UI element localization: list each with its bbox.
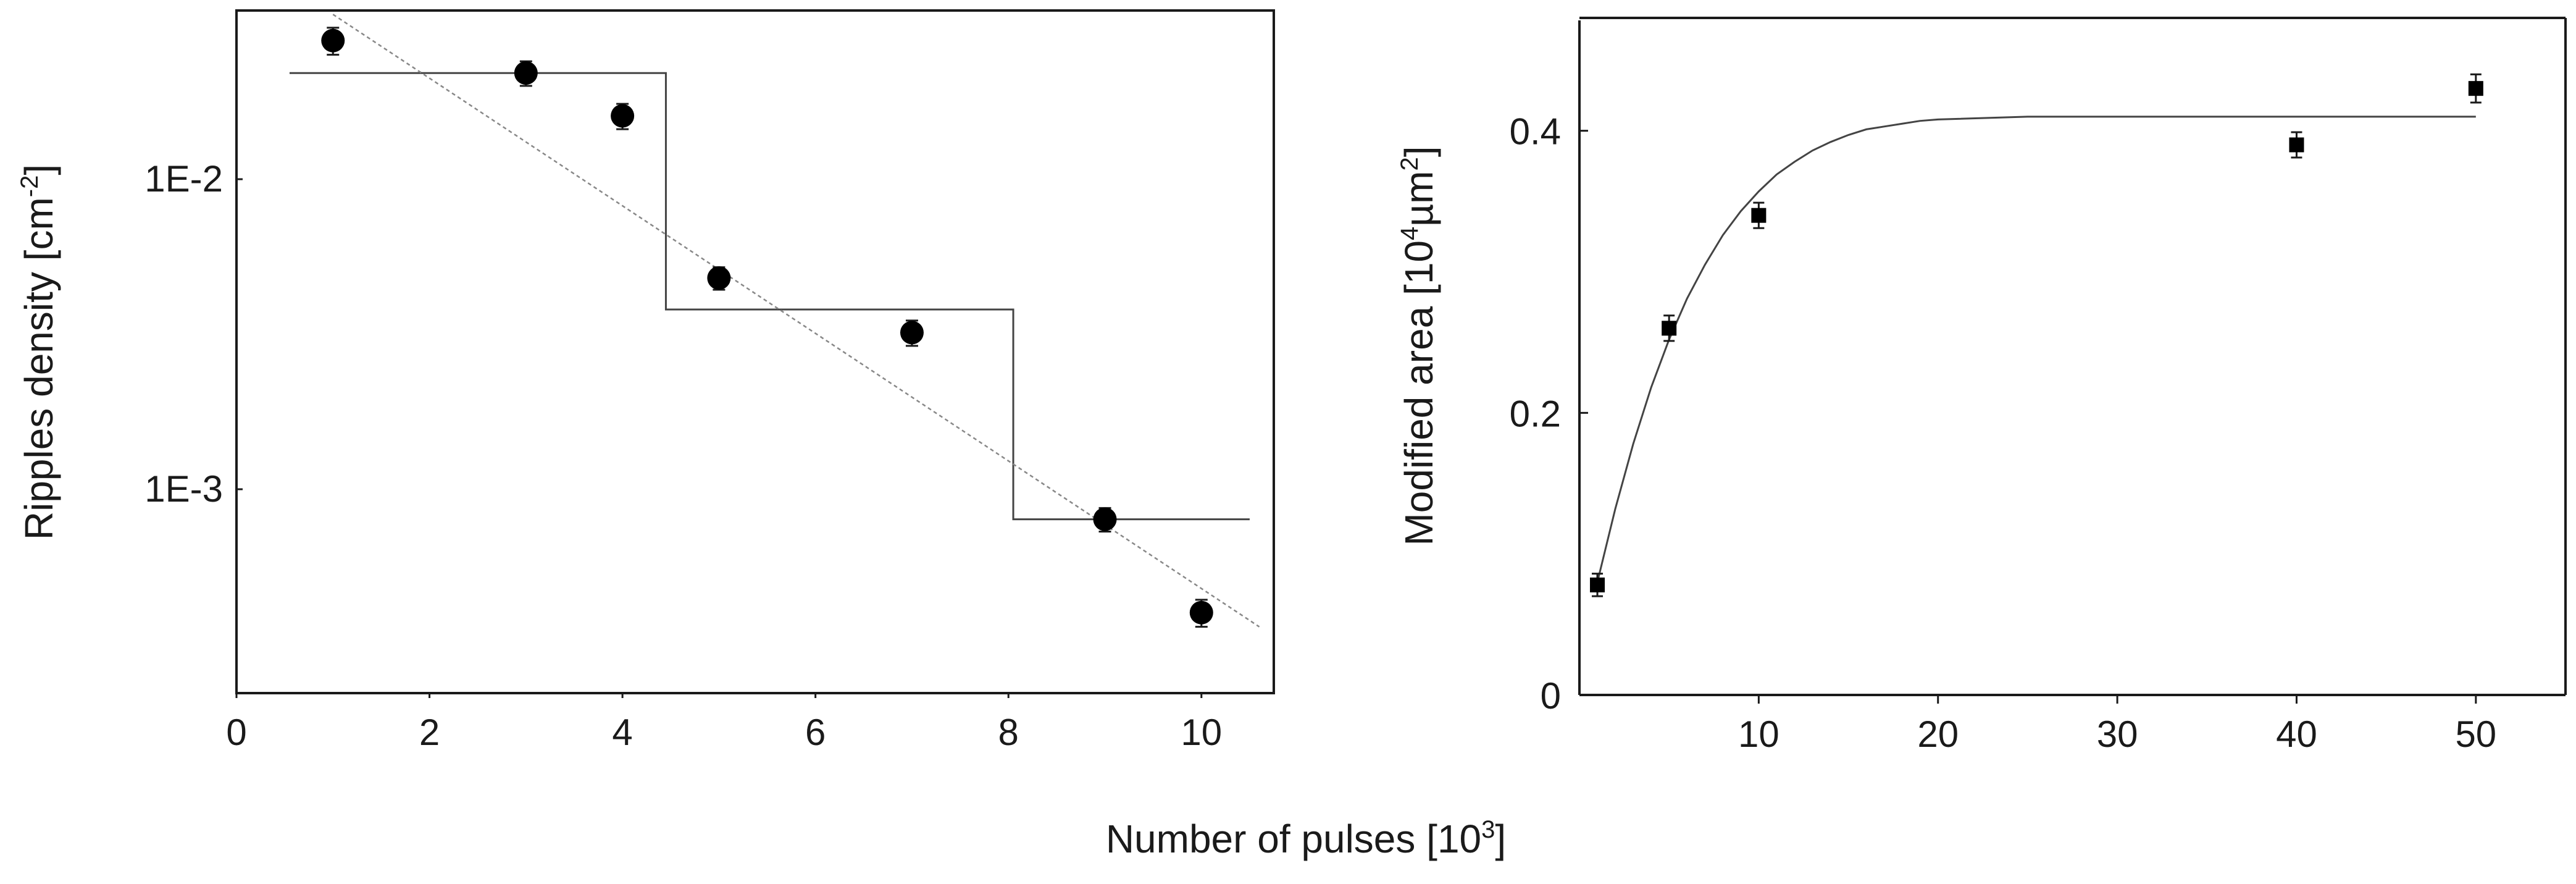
plot-frame: [235, 9, 1275, 694]
y-axis-label-main: Modified area [10: [1397, 240, 1441, 546]
data-point: [1093, 507, 1117, 531]
y-axis-label-sup: -2: [16, 175, 43, 198]
data-point: [514, 61, 538, 85]
x-tick-label: 8: [998, 712, 1019, 753]
shared-x-axis-label: Number of pulses [103]: [1106, 816, 1506, 861]
y-tick-label: 1E-2: [144, 158, 223, 200]
y-axis-label-end: ]: [17, 164, 61, 175]
x-axis-label-end: ]: [1495, 817, 1506, 861]
step-fit-line: [289, 72, 1250, 521]
data-point: [1590, 577, 1605, 592]
x-tick-label: 30: [2097, 714, 2138, 755]
y-tick-label: 0.2: [1510, 393, 1561, 434]
y-axis-label: Modified area [104µm2]: [1396, 146, 1441, 546]
data-point: [707, 266, 731, 290]
ripples-density-chart: 0 2 4 6 8 10 1E-2 1E-3 Ripples density [cm-2]: [16, 9, 1275, 753]
y-axis-label-sup2: 2: [1396, 157, 1423, 170]
saturation-fit-curve: [1596, 116, 2476, 583]
y-axis-label-main: Ripples density [cm: [17, 197, 61, 540]
x-tick-label: 4: [612, 712, 632, 753]
y-tick-label: 1E-3: [144, 468, 223, 510]
data-point: [321, 28, 345, 53]
x-tick-label: 40: [2276, 714, 2317, 755]
exponential-fit-line: [332, 14, 1260, 628]
data-point: [900, 321, 924, 345]
data-point: [1751, 208, 1767, 223]
x-axis-label-sup: 3: [1481, 816, 1495, 843]
x-tick-label: 50: [2455, 714, 2496, 755]
data-point: [1189, 600, 1213, 625]
modified-area-chart: 10 20 30 40 50 0 0.2 0.4 Modified area [104µm2]: [1396, 17, 2567, 755]
y-axis-label: Ripples density [cm-2]: [16, 164, 61, 540]
x-axis-label-main: Number of pulses [10: [1106, 817, 1481, 861]
x-tick-label: 2: [419, 712, 440, 753]
data-point: [2468, 81, 2483, 96]
data-point: [2289, 137, 2304, 153]
y-tick-label: 0: [1541, 675, 1561, 717]
y-axis-label-mid: µm: [1397, 171, 1441, 227]
data-point: [611, 104, 635, 128]
data-point: [1662, 321, 1677, 336]
x-tick-label: 20: [1917, 714, 1959, 755]
y-axis-label-end: ]: [1397, 146, 1441, 158]
y-axis-label-sup1: 4: [1396, 227, 1423, 240]
x-tick-label: 6: [805, 712, 826, 753]
x-tick-label: 10: [1181, 712, 1222, 753]
y-tick-label: 0.4: [1510, 111, 1561, 153]
x-tick-label: 10: [1738, 714, 1779, 755]
x-tick-label: 0: [226, 712, 246, 753]
